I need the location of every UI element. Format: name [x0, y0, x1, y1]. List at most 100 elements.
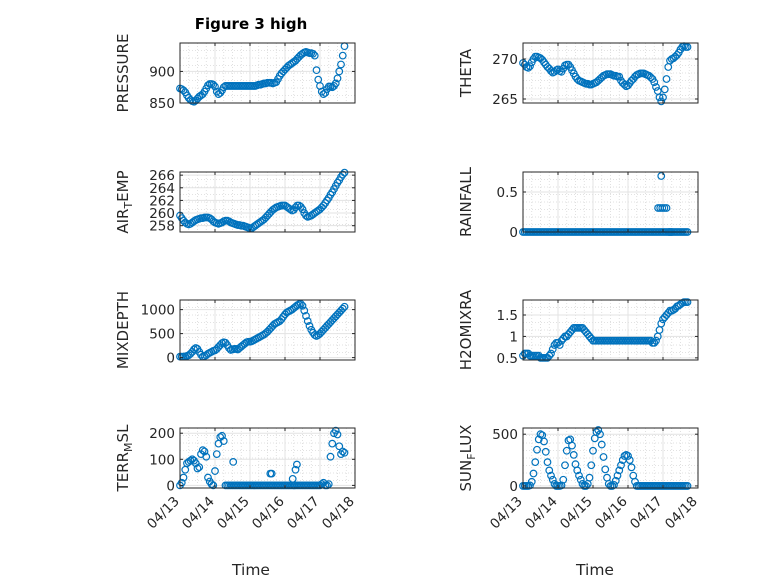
data-point — [587, 461, 596, 470]
data-point — [662, 204, 671, 212]
data-point — [527, 477, 536, 486]
data-point — [683, 298, 692, 307]
data-point — [219, 437, 228, 445]
data-point — [541, 447, 550, 456]
data-point — [655, 93, 664, 102]
y-axis-label: SUNFLUX — [457, 425, 478, 492]
data-point — [650, 338, 659, 347]
data-point — [683, 43, 692, 51]
data-point — [310, 51, 319, 60]
data-point — [561, 461, 569, 470]
data-point — [198, 446, 207, 455]
data-point — [526, 62, 534, 71]
axes-box — [179, 299, 356, 361]
data-point — [286, 205, 295, 214]
data-point — [296, 299, 305, 308]
subplot-pressure: 850 900 PRESSURE — [114, 34, 356, 113]
y-tick-label: 0 — [509, 479, 518, 495]
subplot-grid: 850 900 PRESSURE 265 270 THETA 258260262264266… — [114, 34, 701, 533]
data-point — [526, 481, 534, 490]
y-tick-label: 1.5 — [497, 308, 518, 324]
y-tick-label: 265 — [492, 92, 518, 108]
data-point — [594, 426, 603, 434]
data-point — [321, 88, 330, 97]
axes-box — [522, 171, 699, 233]
data-point — [193, 464, 202, 473]
y-axis-label: H2OMIXRA — [457, 289, 475, 370]
data-point — [662, 75, 671, 83]
data-point — [207, 480, 216, 488]
data-point — [340, 448, 349, 457]
data-point — [267, 469, 276, 478]
y-tick-label: 100 — [149, 452, 175, 468]
data-point — [291, 465, 300, 474]
data-point — [524, 63, 533, 72]
subplot-h2omixra: 0.5 1 1.5 H2OMIXRA — [457, 289, 699, 370]
subplot-rainfall: 0 0.5 RAINFALL — [457, 166, 699, 241]
data-point — [627, 463, 636, 472]
data-point — [211, 82, 219, 91]
data-point — [547, 67, 555, 75]
data-point — [596, 430, 604, 439]
data-point — [333, 74, 342, 83]
data-point — [331, 426, 340, 435]
data-point — [657, 319, 666, 328]
data-point — [326, 452, 335, 461]
data-point — [658, 204, 667, 212]
data-point — [333, 430, 342, 439]
data-point — [615, 466, 624, 475]
data-point — [177, 478, 186, 487]
data-point — [582, 482, 590, 490]
y-tick-label: 0 — [166, 351, 175, 367]
data-point — [202, 452, 211, 461]
y-tick-label: 1 — [509, 329, 518, 345]
y-tick-label: 850 — [149, 96, 175, 112]
y-tick-label: 266 — [149, 168, 175, 184]
data-point — [547, 471, 555, 480]
axes-box — [179, 427, 356, 489]
figure-title: Figure 3 high — [195, 15, 308, 33]
data-point — [585, 473, 594, 482]
y-axis-label: PRESSURE — [114, 34, 132, 113]
data-point — [660, 204, 669, 212]
data-point — [302, 211, 310, 220]
data-point — [569, 451, 578, 459]
y-tick-label: 262 — [149, 193, 175, 209]
y-tick-label: 200 — [149, 426, 175, 442]
y-tick-label: 0.5 — [497, 351, 518, 367]
data-point — [340, 302, 349, 311]
data-point — [195, 463, 204, 472]
y-tick-label: 0.5 — [497, 185, 518, 201]
y-axis-label: AIRTEMP — [114, 170, 135, 233]
data-point — [533, 445, 541, 454]
data-point — [589, 446, 597, 455]
data-point — [298, 301, 307, 310]
y-tick-label: 500 — [492, 427, 518, 443]
data-point — [200, 447, 209, 456]
data-point — [601, 465, 610, 474]
data-point — [615, 72, 624, 81]
data-point — [660, 85, 669, 94]
data-point — [683, 482, 692, 490]
subplot-theta: 265 270 THETA — [457, 42, 699, 108]
data-point — [312, 66, 321, 75]
data-point — [555, 341, 564, 349]
data-point — [545, 466, 554, 475]
data-point — [529, 469, 538, 478]
data-point — [617, 461, 625, 470]
data-point — [573, 466, 582, 475]
data-point — [531, 458, 540, 467]
data-point — [338, 304, 347, 313]
x-axis-label-left: Time — [231, 561, 270, 579]
data-point — [323, 481, 331, 490]
y-tick-label: 1000 — [141, 303, 175, 319]
y-axis-label: MIXDEPTH — [114, 291, 132, 369]
y-tick-label: 264 — [149, 181, 175, 197]
data-point — [613, 471, 622, 480]
data-point — [340, 168, 349, 177]
data-point — [293, 460, 301, 469]
data-point — [652, 336, 660, 345]
data-point — [543, 458, 552, 467]
data-point — [302, 311, 310, 320]
